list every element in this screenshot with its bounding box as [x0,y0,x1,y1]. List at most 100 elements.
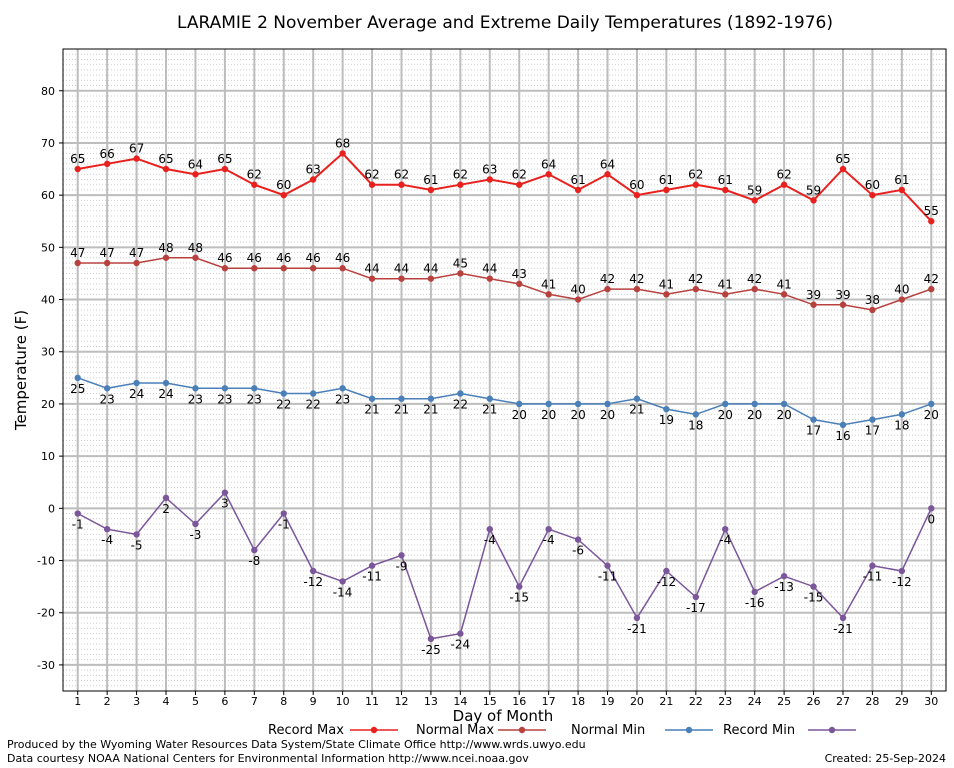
record-min-point [604,562,611,569]
normal-min-point [133,379,140,387]
normal-max-data-label: 41 [776,277,791,291]
y-tick-label: 10 [41,450,55,463]
normal-max-point [722,291,729,298]
normal-max-data-label: 46 [247,251,262,265]
y-axis-ticks: -30 -20 -10 0 10 20 30 40 50 60 70 80 [37,85,63,672]
normal-min-point [633,395,641,402]
normal-min-data-label: 20 [600,408,615,422]
normal-max-point [309,265,317,272]
record-min-data-label: 2 [162,502,170,516]
record-min-point [898,567,906,575]
record-max-point [751,197,758,204]
x-tick-label: 10 [336,695,350,708]
record-max-point [604,171,611,178]
normal-min-point [398,395,405,402]
x-tick-label: 15 [483,695,497,708]
record-min-point [339,578,346,585]
normal-min-data-label: 19 [659,413,674,427]
normal-max-point [486,275,493,282]
y-tick-label: 60 [41,189,55,202]
record-min-point [368,562,376,569]
normal-max-data-label: 47 [70,246,85,260]
record-min-data-label: -15 [804,591,824,605]
record-min-point [309,567,317,575]
record-max-data-label: 62 [247,168,262,182]
record-min-point [869,562,876,569]
record-max-point [74,165,81,173]
normal-min-data-label: 20 [924,408,939,422]
record-max-data-label: 65 [70,152,85,166]
normal-min-point [751,400,758,408]
record-min-point [545,525,552,533]
x-tick-label: 2 [104,695,111,708]
x-tick-label: 20 [630,695,644,708]
legend-marker-record-max [370,726,378,734]
record-max-data-label: 62 [394,168,409,182]
record-max-data-label: 62 [364,168,379,182]
normal-max-data-label: 43 [512,267,527,281]
y-tick-label: 70 [41,137,55,150]
normal-max-point [869,306,876,314]
record-max-point [427,186,435,194]
normal-min-point [839,421,847,429]
normal-min-data-label: 17 [865,424,880,438]
x-tick-label: 13 [424,695,438,708]
normal-max-point [398,275,405,282]
x-tick-label: 21 [659,695,673,708]
record-min-point [251,546,258,554]
normal-max-point [74,259,81,267]
normal-max-point [839,301,847,308]
normal-min-point [928,400,935,408]
normal-max-data-label: 42 [688,272,703,286]
record-min-point [280,510,287,517]
normal-min-point [427,395,435,402]
normal-min-data-label: 20 [718,408,733,422]
normal-max-data-label: 40 [570,283,585,297]
normal-max-point [898,296,906,303]
normal-min-data-label: 16 [835,429,850,443]
normal-max-line [77,257,932,311]
record-max-data-label: 60 [865,178,880,192]
normal-max-data-label: 42 [600,272,615,286]
footer-data-courtesy: Data courtesy NOAA National Centers for … [7,752,529,765]
record-min-point [103,525,111,533]
plot-frame [62,48,947,692]
normal-max-point [103,259,111,267]
x-tick-label: 3 [133,695,140,708]
normal-min-data-label: 24 [129,387,144,401]
normal-max-data-label: 48 [158,241,173,255]
record-max-data-label: 64 [188,157,203,171]
normal-min-point [339,385,346,392]
record-min-data-label: -11 [362,570,382,584]
record-max-point [692,181,700,188]
record-max-point [251,181,258,188]
record-min-line [77,491,932,640]
record-max-point [103,160,111,168]
normal-min-data-label: 22 [276,397,291,411]
normal-min-point [663,405,670,413]
normal-max-point [574,296,582,303]
y-tick-label: 30 [41,346,55,359]
x-tick-label: 22 [689,695,703,708]
record-max-point [368,181,376,188]
record-min-point [574,536,582,543]
x-tick-label: 25 [777,695,791,708]
x-tick-label: 16 [512,695,526,708]
normal-min-data-label: 21 [629,403,644,417]
normal-min-data-label: 23 [188,392,203,406]
x-tick-label: 14 [453,695,467,708]
record-min-data-label: -9 [395,559,407,573]
record-min-point [192,520,199,528]
record-max-point [486,176,493,183]
record-min-point [663,567,670,575]
legend-label-record-min: Record Min [723,723,795,738]
chart-title: LARAMIE 2 November Average and Extreme D… [177,13,833,33]
normal-max-point [604,285,611,293]
record-max-data-label: 64 [600,157,615,171]
normal-max-point [339,265,346,272]
y-tick-label: 50 [41,241,55,254]
normal-min-data-label: 20 [541,408,556,422]
normal-max-data-label: 42 [629,272,644,286]
record-max-point [898,186,906,194]
